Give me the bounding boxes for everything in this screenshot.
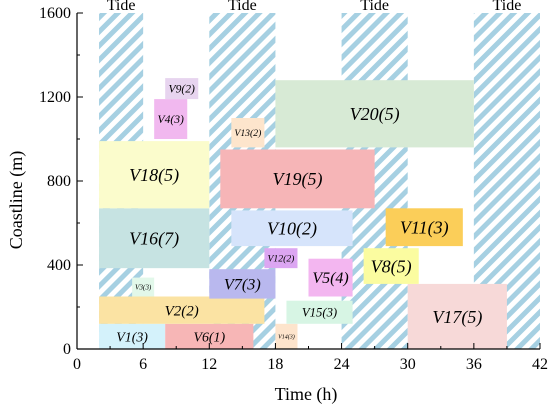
y-tick-label-0: 0 bbox=[63, 341, 71, 358]
vessel-label-3: V14(3) bbox=[278, 334, 295, 341]
vessel-label-12: V11(3) bbox=[400, 218, 449, 239]
vessel-label-19: V4(3) bbox=[157, 113, 184, 126]
vessel-block-13 bbox=[99, 208, 210, 269]
vessel-label-14: V10(2) bbox=[267, 219, 317, 240]
x-axis-label: Time (h) bbox=[275, 384, 338, 405]
tide-label-3: Tide bbox=[360, 0, 389, 14]
x-tick-label-1: 6 bbox=[139, 356, 147, 373]
vessel-block-4 bbox=[99, 296, 265, 324]
y-tick-label-1: 400 bbox=[47, 257, 71, 274]
y-tick-label-3: 1200 bbox=[39, 89, 71, 106]
y-axis-label: Coastline (m) bbox=[6, 151, 27, 249]
vessel-block-1 bbox=[99, 323, 166, 349]
vessel-label-9: V17(5) bbox=[432, 307, 482, 328]
vessel-block-3 bbox=[275, 323, 298, 349]
vessel-block-16 bbox=[220, 149, 375, 209]
vessel-block-9 bbox=[407, 283, 507, 349]
vessel-label-5: V15(3) bbox=[302, 306, 337, 320]
tide-label-1: Tide bbox=[107, 0, 136, 14]
vessel-block-12 bbox=[385, 208, 463, 247]
vessel-block-11 bbox=[264, 248, 298, 269]
vessel-label-1: V1(3) bbox=[116, 330, 148, 345]
x-tick-label-2: 12 bbox=[201, 356, 217, 373]
vessel-label-2: V6(1) bbox=[193, 330, 225, 345]
vessel-label-15: V18(5) bbox=[129, 165, 179, 186]
tide-label-4: Tide bbox=[493, 0, 522, 14]
x-tick-label-3: 18 bbox=[267, 356, 283, 373]
vessel-label-6: V3(3) bbox=[135, 284, 152, 292]
vessel-block-5 bbox=[286, 300, 353, 324]
x-tick-label-6: 36 bbox=[466, 356, 482, 373]
vessel-label-16: V19(5) bbox=[272, 169, 322, 190]
vessel-block-17 bbox=[231, 118, 265, 148]
vessel-label-18: V20(5) bbox=[350, 104, 400, 125]
vessel-block-7 bbox=[209, 269, 276, 299]
vessel-blocks: V1(3) V6(1) V14(3) V2(2) V15(3) V3(3) V7(3) V5(… bbox=[99, 78, 507, 349]
vessel-label-8: V5(4) bbox=[312, 270, 348, 287]
vessel-block-18 bbox=[275, 80, 474, 148]
vessel-label-13: V16(7) bbox=[129, 229, 179, 250]
x-tick-label-4: 24 bbox=[334, 356, 350, 373]
y-tick-label-4: 1600 bbox=[39, 5, 71, 22]
vessel-block-10 bbox=[363, 248, 419, 284]
vessel-label-11: V12(2) bbox=[267, 254, 294, 265]
x-tick-label-5: 30 bbox=[400, 356, 416, 373]
vessel-block-15 bbox=[99, 141, 210, 209]
x-tick-label-0: 0 bbox=[73, 356, 81, 373]
y-tick-label-2: 800 bbox=[47, 173, 71, 190]
vessel-label-4: V2(2) bbox=[165, 303, 199, 319]
vessel-block-6 bbox=[132, 277, 155, 297]
tide-label-2: Tide bbox=[228, 0, 257, 14]
vessel-label-17: V13(2) bbox=[234, 128, 261, 139]
vessel-label-10: V8(5) bbox=[371, 256, 412, 277]
vessel-label-20: V9(2) bbox=[169, 83, 196, 96]
x-tick-label-7: 42 bbox=[532, 356, 548, 373]
vessel-block-19 bbox=[154, 99, 188, 139]
vessel-block-8 bbox=[308, 258, 353, 297]
vessel-block-14 bbox=[231, 210, 353, 247]
vessel-label-7: V7(3) bbox=[224, 276, 261, 294]
vessel-block-20 bbox=[165, 78, 199, 100]
axes: 0 6 12 18 24 30 36 42 0 400 800 1200 1600 bbox=[39, 5, 548, 373]
